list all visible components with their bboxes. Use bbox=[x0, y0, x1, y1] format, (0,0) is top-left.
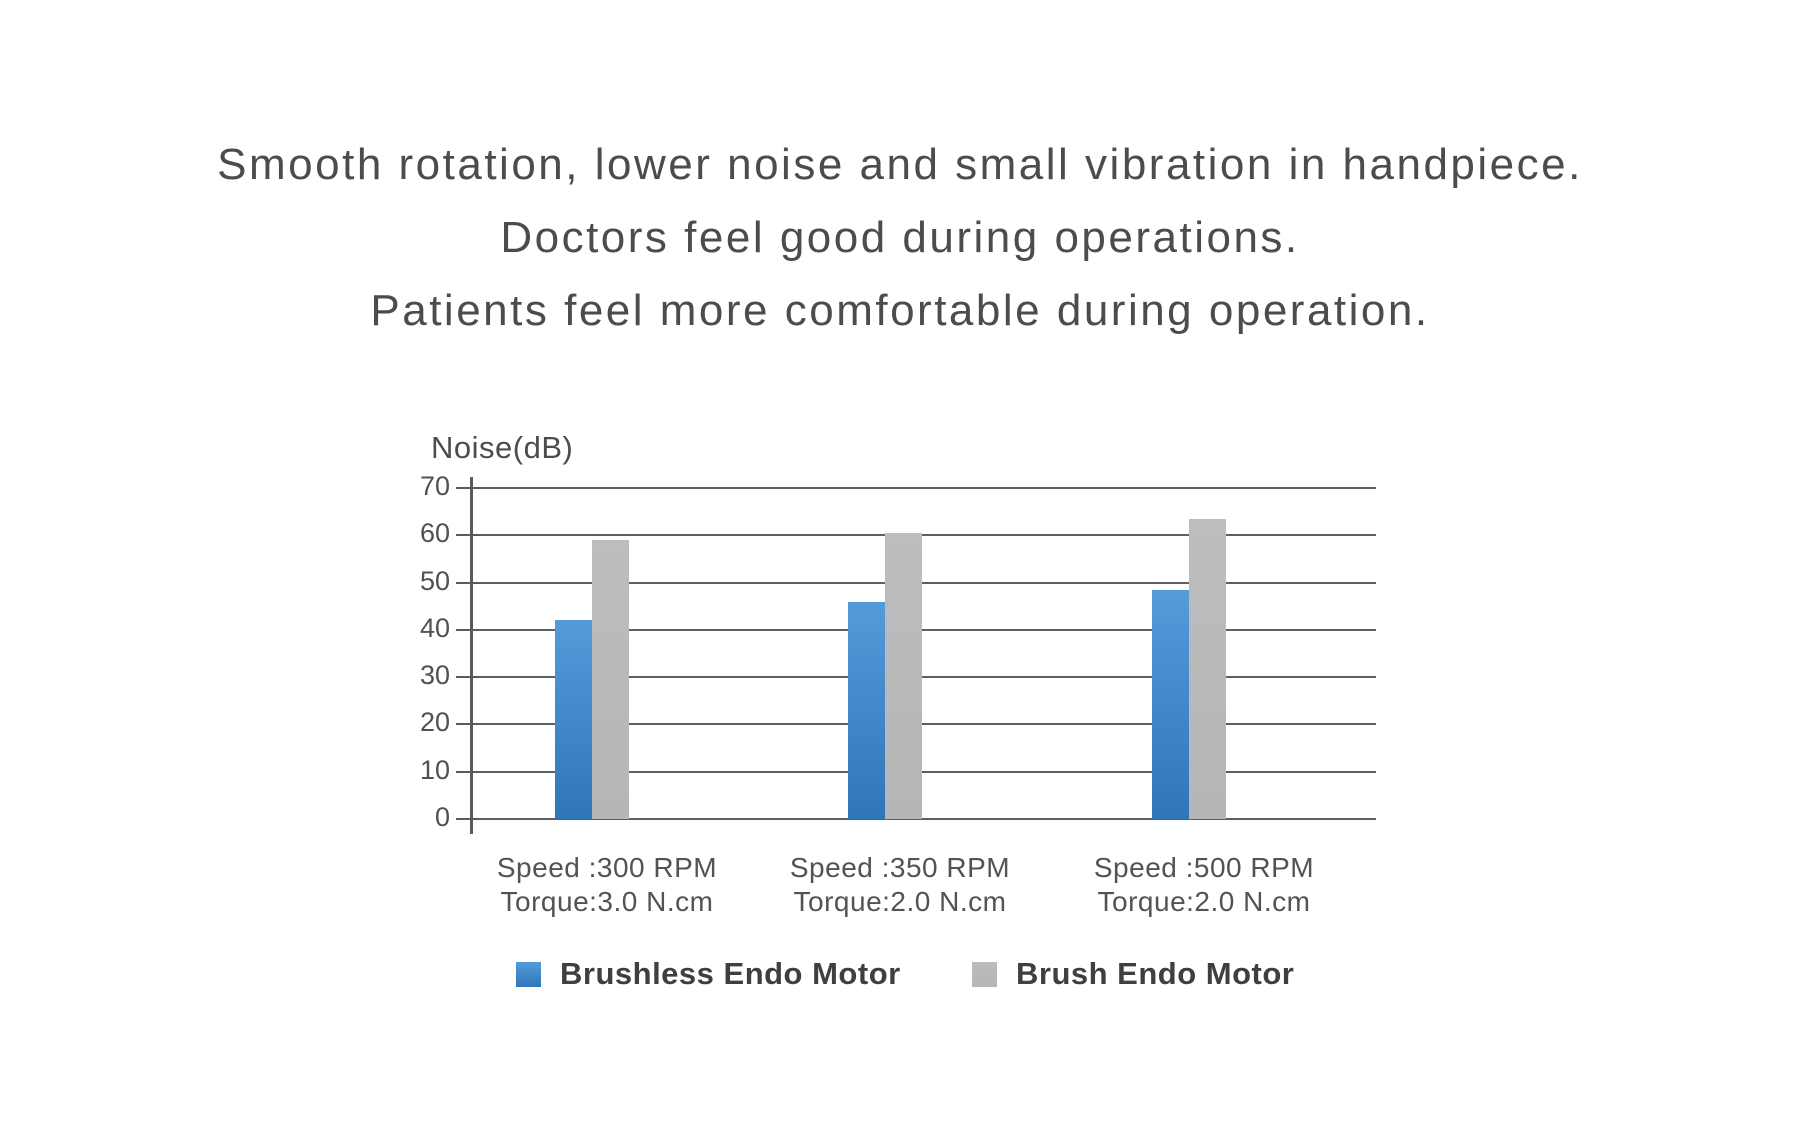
y-tick-label-70: 70 bbox=[419, 471, 450, 501]
x-label-speed: Speed :350 RPM bbox=[789, 852, 1011, 883]
y-tick-label-0: 0 bbox=[434, 802, 450, 832]
headline: Smooth rotation, lower noise and small v… bbox=[0, 128, 1800, 347]
x-label-speed: Speed :300 RPM bbox=[496, 852, 718, 883]
legend-item-brushless: Brushless Endo Motor bbox=[516, 956, 901, 991]
gridline-60 bbox=[472, 534, 1376, 537]
x-label-torque: Torque:2.0 N.cm bbox=[793, 886, 1007, 917]
bar-brush-endo-motor-group-2 bbox=[885, 532, 922, 819]
x-label-torque: Torque:2.0 N.cm bbox=[1097, 886, 1311, 917]
y-tick-label-50: 50 bbox=[419, 565, 450, 596]
y-tick-mark-10 bbox=[456, 770, 479, 773]
y-tick-mark-30 bbox=[456, 676, 479, 679]
headline-line-2: Doctors feel good during operations. bbox=[500, 213, 1300, 262]
gridline-50 bbox=[472, 581, 1376, 584]
y-tick-label-30: 30 bbox=[419, 660, 450, 691]
y-axis-line bbox=[470, 477, 473, 834]
gridline-0 bbox=[472, 818, 1376, 820]
y-tick-label-40: 40 bbox=[419, 612, 450, 643]
y-tick-label-10: 10 bbox=[419, 754, 450, 785]
bar-brushless-endo-motor-group-1 bbox=[555, 620, 592, 819]
bar-brush-endo-motor-group-1 bbox=[592, 540, 629, 819]
legend-label-brush: Brush Endo Motor bbox=[1016, 956, 1295, 991]
gridline-40 bbox=[472, 628, 1376, 631]
gridline-20 bbox=[472, 723, 1376, 726]
gridline-10 bbox=[472, 770, 1376, 773]
x-label-torque: Torque:3.0 N.cm bbox=[500, 886, 714, 917]
gridline-30 bbox=[472, 676, 1376, 679]
y-tick-mark-70 bbox=[456, 487, 479, 489]
legend-item-brush: Brush Endo Motor bbox=[972, 956, 1294, 991]
y-tick-mark-60 bbox=[456, 534, 479, 537]
y-tick-mark-20 bbox=[456, 723, 479, 726]
y-tick-mark-40 bbox=[456, 628, 479, 631]
x-label-group-2: Speed :350 RPM Torque:2.0 N.cm bbox=[740, 851, 1060, 919]
bar-brushless-endo-motor-group-3 bbox=[1152, 589, 1189, 819]
brushless-endo-motor-swatch-icon bbox=[516, 961, 541, 987]
headline-line-3: Patients feel more comfortable during op… bbox=[370, 286, 1430, 335]
gridline-70 bbox=[472, 487, 1376, 489]
bar-brushless-endo-motor-group-2 bbox=[848, 601, 885, 819]
y-tick-mark-0 bbox=[456, 818, 479, 820]
y-axis-title: Noise(dB) bbox=[431, 430, 574, 465]
plot-area: 0 10 20 30 40 50 60 70 Speed :300 RPM Torque:3.0 … bbox=[420, 471, 1376, 917]
brush-endo-motor-swatch-icon bbox=[972, 961, 997, 987]
y-tick-mark-50 bbox=[456, 581, 479, 584]
x-label-speed: Speed :500 RPM bbox=[1093, 852, 1315, 883]
x-label-group-1: Speed :300 RPM Torque:3.0 N.cm bbox=[447, 851, 767, 919]
legend-label-brushless: Brushless Endo Motor bbox=[560, 956, 901, 991]
headline-line-1: Smooth rotation, lower noise and small v… bbox=[217, 140, 1583, 189]
y-tick-label-60: 60 bbox=[419, 518, 450, 549]
bar-brush-endo-motor-group-3 bbox=[1189, 518, 1226, 819]
x-label-group-3: Speed :500 RPM Torque:2.0 N.cm bbox=[1044, 851, 1364, 919]
y-tick-label-20: 20 bbox=[419, 707, 450, 738]
